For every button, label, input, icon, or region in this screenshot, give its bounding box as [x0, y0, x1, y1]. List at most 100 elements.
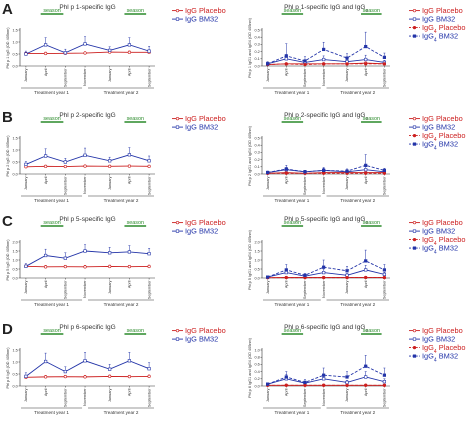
data-point: [322, 47, 326, 52]
data-point: [322, 168, 326, 173]
data-point: [322, 57, 326, 62]
legend-label: IgG Placebo: [185, 6, 226, 15]
y-tick-label: 0.5: [255, 136, 260, 140]
data-point: [382, 380, 386, 384]
x-tick-label: November: [83, 388, 87, 406]
season-label: season: [43, 328, 60, 334]
x-tick-label: April: [128, 280, 132, 288]
y-tick-label: 0.5: [13, 52, 18, 56]
data-point: [322, 383, 326, 387]
legend-marker: [412, 9, 417, 13]
legend-label: IgG BM32: [185, 123, 218, 132]
legend-marker: [412, 229, 417, 233]
data-point: [284, 383, 288, 387]
legend-marker: [412, 246, 417, 250]
x-tick-label: September: [64, 280, 68, 299]
x-tick-label: January: [24, 68, 28, 82]
y-tick-label: 1.5: [13, 28, 18, 32]
data-point: [83, 164, 87, 168]
legend-label: IgG4 Placebo: [422, 235, 465, 247]
x-tick-label: January: [266, 176, 270, 190]
data-point: [127, 375, 131, 379]
data-point: [127, 265, 131, 269]
data-point: [345, 56, 349, 60]
data-point: [382, 268, 386, 272]
year-label: Treatment year 1: [34, 302, 69, 307]
data-point: [83, 42, 87, 46]
data-point: [382, 168, 386, 173]
data-point: [127, 164, 131, 168]
legend-label: IgG Placebo: [422, 114, 463, 123]
data-point: [44, 359, 48, 364]
x-tick-label: November: [322, 388, 326, 406]
data-point: [108, 264, 112, 269]
year-label: Treatment year 1: [274, 410, 309, 415]
legend-marker: [175, 337, 180, 341]
season-label: season: [363, 116, 380, 122]
y-tick-label: 0.0: [13, 172, 18, 176]
data-point: [44, 265, 48, 269]
y-tick-label: 0.6: [255, 363, 260, 367]
year-label: Treatment year 1: [274, 302, 309, 307]
data-point: [83, 249, 87, 253]
season-label: season: [127, 116, 144, 122]
y-tick-label: 1.0: [13, 40, 18, 44]
season-label: season: [127, 8, 144, 14]
x-tick-label: April: [284, 176, 288, 184]
x-tick-label: April: [44, 280, 48, 288]
data-point: [303, 170, 307, 174]
y-tick-label: 0.0: [13, 64, 18, 68]
season-label: season: [43, 116, 60, 122]
legend-marker: [412, 346, 417, 350]
y-tick-label: 0.5: [13, 372, 18, 376]
year-label: Treatment year 1: [274, 198, 309, 203]
data-point: [63, 164, 67, 169]
data-point: [83, 265, 87, 269]
x-tick-label: November: [83, 280, 87, 298]
data-point: [322, 377, 326, 381]
season-label: season: [43, 220, 60, 226]
x-tick-label: January: [345, 280, 349, 294]
legend-label: IgG Placebo: [422, 218, 463, 227]
series-bm32-solid: [24, 36, 151, 56]
y-tick-label: 1.0: [255, 348, 260, 352]
legend-label: IgG BM32: [422, 335, 455, 344]
series-bm32-dash: [266, 31, 386, 66]
data-point: [127, 250, 131, 254]
y-tick-label: 0.5: [13, 160, 18, 164]
data-point: [147, 374, 151, 379]
legend-marker: [412, 329, 417, 333]
panel-label-C: C: [2, 213, 13, 230]
chart-title: Phl p 1-specific IgG and IgG4: [284, 4, 368, 13]
year-label: Treatment year 2: [104, 90, 139, 95]
data-point: [108, 48, 112, 52]
data-point: [63, 369, 67, 374]
legend-label: IgG Placebo: [422, 6, 463, 15]
legend-marker: [175, 229, 180, 233]
y-tick-label: 0.1: [255, 57, 260, 61]
y-axis-label: Phl p 6 IgG (OD 405nm): [6, 347, 10, 389]
x-tick-label: January: [108, 68, 112, 82]
data-point: [284, 167, 288, 171]
data-point: [345, 383, 349, 387]
data-point: [382, 62, 386, 66]
data-point: [364, 375, 368, 379]
data-point: [364, 259, 368, 263]
y-tick-label: 0.0: [13, 384, 18, 388]
x-tick-label: April: [44, 68, 48, 76]
data-point: [147, 49, 151, 53]
legend-marker: [412, 142, 417, 146]
legend-marker: [175, 329, 180, 333]
data-point: [127, 50, 131, 54]
data-point: [303, 62, 307, 67]
data-point: [63, 51, 67, 55]
legend-label: IgG BM32: [185, 227, 218, 236]
x-tick-label: September: [383, 388, 387, 407]
y-tick-label: 0.5: [255, 28, 260, 32]
data-point: [364, 57, 368, 62]
data-point: [266, 275, 270, 279]
